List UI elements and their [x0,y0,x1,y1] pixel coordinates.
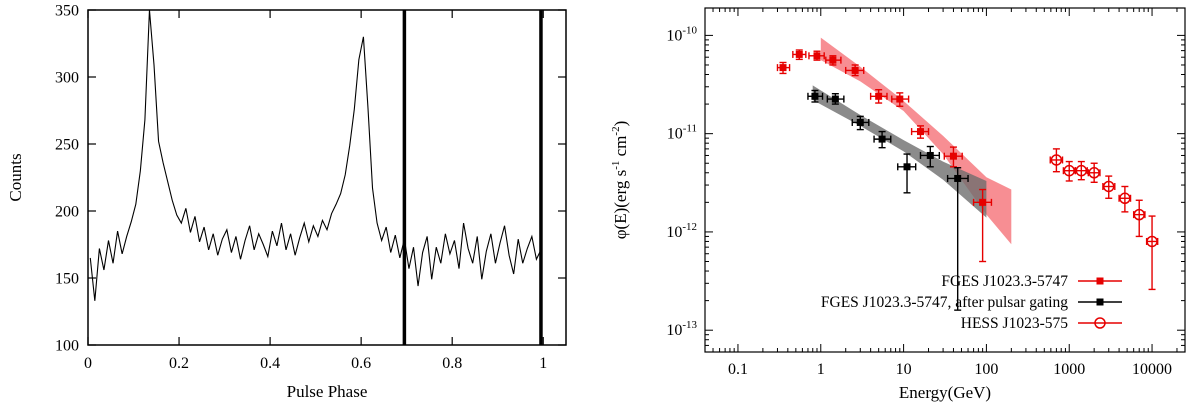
data-point-square [831,95,839,103]
y-tick-label: 300 [55,70,79,87]
data-point-square [979,198,987,206]
pulse-ylabel: Counts [6,153,25,201]
y-tick-label: 250 [55,137,79,154]
sed-ylabel: φ(E)(erg s-1 cm-2) [610,121,630,240]
data-point-square [926,151,934,159]
pulse-axes [87,9,567,346]
legend-label: FGES J1023.3-5747, after pulsar gating [821,294,1068,311]
data-point-circle [1063,164,1075,177]
data-point-square [851,66,859,74]
y-tick-label: 10-13 [666,319,697,339]
data-point-square [795,50,803,58]
y-tick-label: 200 [55,204,79,221]
sed-xlabel: Energy(GeV) [899,383,991,402]
legend-marker-square [1096,277,1104,285]
data-point-square [856,118,864,126]
x-tick-label: 0 [84,355,92,372]
y-tick-label: 10-11 [667,123,697,143]
x-tick-label: 10000 [1132,361,1172,378]
x-tick-label: 0.6 [351,355,371,372]
legend-label: FGES J1023.3-5747 [941,273,1068,290]
x-tick-label: 0.2 [169,355,189,372]
x-tick-label: 10 [896,361,912,378]
y-tick-label: 350 [55,3,79,20]
x-tick-label: 1 [539,355,547,372]
plot-frame [704,7,1186,353]
data-point-square [896,95,904,103]
plot-frame [87,9,567,346]
data-point-circle [1050,154,1063,166]
data-point-circle [1133,208,1145,221]
pulse-profile-line [89,9,542,301]
series-hess-j1023-575 [1049,148,1159,291]
data-point-square [813,52,821,60]
y-tick-label: 10-10 [666,24,697,44]
data-point-square [916,128,924,136]
data-point-square [779,64,787,72]
x-tick-label: 100 [974,361,998,378]
data-point-circle [1146,235,1158,248]
data-point-circle [1102,180,1115,193]
data-point-square [811,92,819,100]
legend-marker-circle [1094,317,1106,329]
pulse-profile-chart: 0 0.2 0.4 0.6 0.8 1 100 150 200 250 300 350 Counts Pu… [6,3,567,401]
band-fges-butterfly [820,37,1012,245]
data-point-square [829,56,837,64]
legend-marker-square [1096,298,1104,306]
series-fges-j1023-3-5747 [776,49,993,263]
y-tick-label: 10-12 [666,221,697,241]
data-point-circle [1075,164,1088,177]
legend-label: HESS J1023-575 [961,315,1068,332]
y-tick-label: 150 [55,271,79,288]
sed-axes [704,7,1186,353]
x-tick-label: 0.8 [442,355,462,372]
data-point-square [903,163,911,171]
data-point-square [875,92,883,100]
data-point-circle [1119,192,1131,205]
legend: FGES J1023.3-5747 FGES J1023.3-5747, afte… [821,273,1122,332]
x-tick-label: 1 [817,361,825,378]
data-point-square [949,152,957,160]
y-tick-label: 100 [55,338,79,355]
data-point-square [954,174,962,182]
x-tick-label: 0.1 [728,361,748,378]
data-point-circle [1088,167,1100,179]
band-gated-butterfly [812,85,987,218]
x-tick-label: 1000 [1053,361,1085,378]
data-point-square [878,135,886,143]
x-tick-label: 0.4 [260,355,280,372]
pulse-xlabel: Pulse Phase [287,382,368,401]
sed-chart: 0.1 1 10 100 1000 10000 10-10 10-11 10-12 10-13 FG… [610,7,1186,402]
series-fges-j1023-3-5747-after-pulsar-gating [807,89,969,311]
